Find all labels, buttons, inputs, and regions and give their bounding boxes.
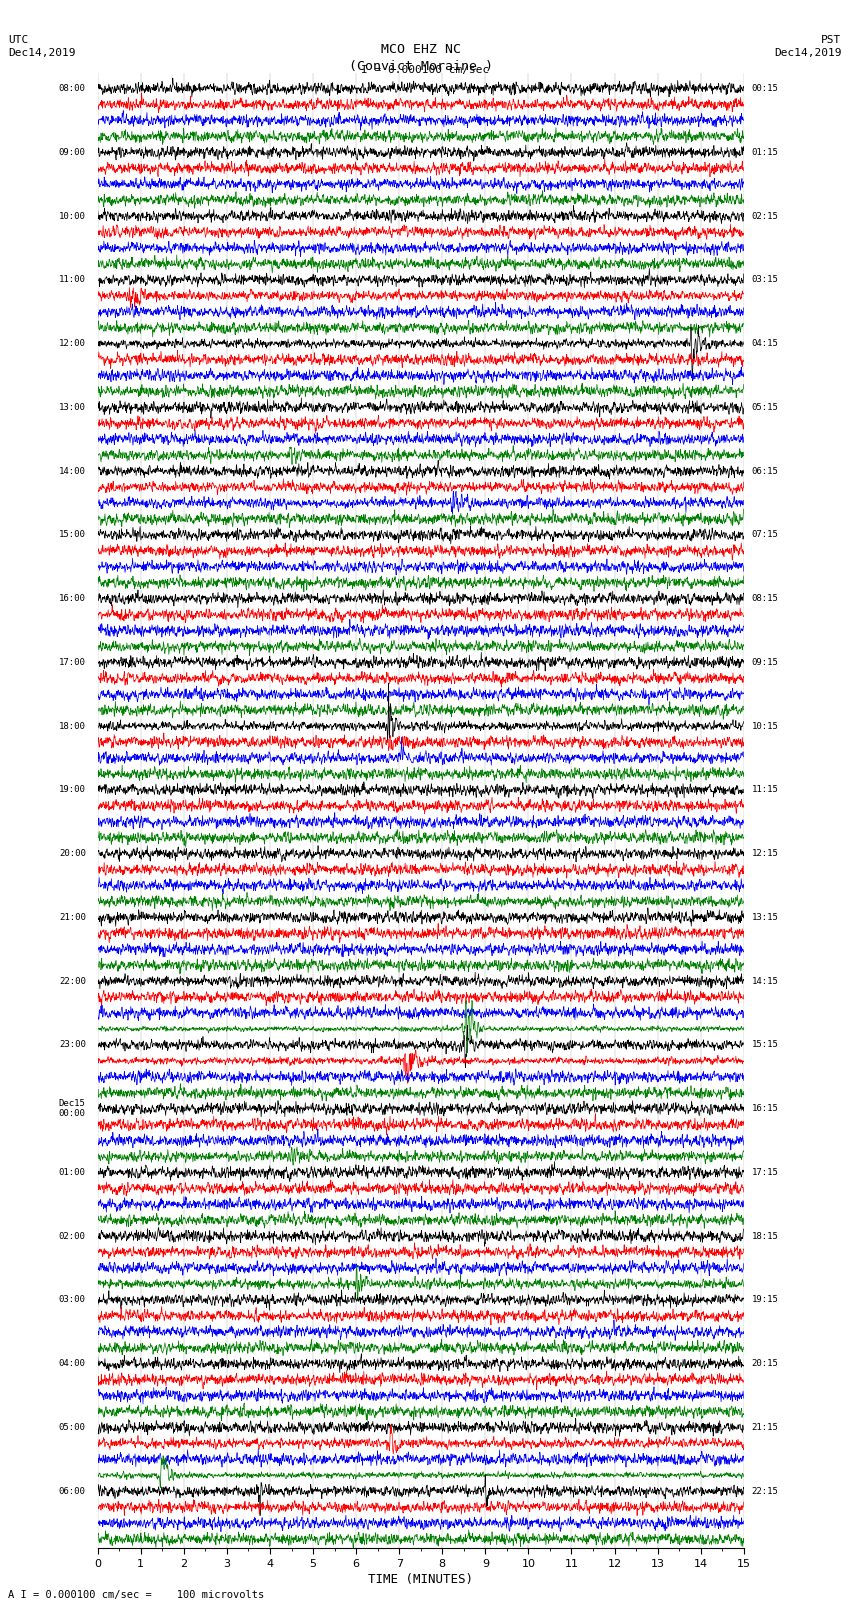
Text: 02:00: 02:00 bbox=[59, 1232, 86, 1240]
Text: 10:15: 10:15 bbox=[751, 721, 779, 731]
Text: 10:00: 10:00 bbox=[59, 211, 86, 221]
Text: 22:00: 22:00 bbox=[59, 976, 86, 986]
Text: 07:15: 07:15 bbox=[751, 531, 779, 539]
Text: 19:15: 19:15 bbox=[751, 1295, 779, 1305]
Text: 13:00: 13:00 bbox=[59, 403, 86, 411]
X-axis label: TIME (MINUTES): TIME (MINUTES) bbox=[368, 1573, 473, 1586]
Text: 21:00: 21:00 bbox=[59, 913, 86, 921]
Text: 13:15: 13:15 bbox=[751, 913, 779, 921]
Text: 18:00: 18:00 bbox=[59, 721, 86, 731]
Text: 23:00: 23:00 bbox=[59, 1040, 86, 1050]
Text: 14:15: 14:15 bbox=[751, 976, 779, 986]
Text: 17:00: 17:00 bbox=[59, 658, 86, 666]
Text: 22:15: 22:15 bbox=[751, 1487, 779, 1495]
Text: 04:15: 04:15 bbox=[751, 339, 779, 348]
Text: 06:00: 06:00 bbox=[59, 1487, 86, 1495]
Text: 02:15: 02:15 bbox=[751, 211, 779, 221]
Text: 19:00: 19:00 bbox=[59, 786, 86, 794]
Title: MCO EHZ NC
(Convict Moraine ): MCO EHZ NC (Convict Moraine ) bbox=[348, 42, 493, 73]
Text: 17:15: 17:15 bbox=[751, 1168, 779, 1177]
Text: 15:15: 15:15 bbox=[751, 1040, 779, 1050]
Text: 20:15: 20:15 bbox=[751, 1360, 779, 1368]
Text: UTC: UTC bbox=[8, 35, 29, 45]
Text: Dec14,2019: Dec14,2019 bbox=[774, 48, 842, 58]
Text: 12:15: 12:15 bbox=[751, 848, 779, 858]
Text: Dec15
00:00: Dec15 00:00 bbox=[59, 1098, 86, 1118]
Text: 03:00: 03:00 bbox=[59, 1295, 86, 1305]
Text: 09:00: 09:00 bbox=[59, 148, 86, 156]
Text: 01:00: 01:00 bbox=[59, 1168, 86, 1177]
Text: 20:00: 20:00 bbox=[59, 848, 86, 858]
Text: 08:00: 08:00 bbox=[59, 84, 86, 94]
Text: 09:15: 09:15 bbox=[751, 658, 779, 666]
Text: 16:00: 16:00 bbox=[59, 594, 86, 603]
Text: 15:00: 15:00 bbox=[59, 531, 86, 539]
Text: 03:15: 03:15 bbox=[751, 276, 779, 284]
Text: 04:00: 04:00 bbox=[59, 1360, 86, 1368]
Text: 05:15: 05:15 bbox=[751, 403, 779, 411]
Text: 16:15: 16:15 bbox=[751, 1103, 779, 1113]
Text: Dec14,2019: Dec14,2019 bbox=[8, 48, 76, 58]
Text: 01:15: 01:15 bbox=[751, 148, 779, 156]
Text: A I = 0.000100 cm/sec =    100 microvolts: A I = 0.000100 cm/sec = 100 microvolts bbox=[8, 1590, 264, 1600]
Text: 06:15: 06:15 bbox=[751, 466, 779, 476]
Text: 18:15: 18:15 bbox=[751, 1232, 779, 1240]
Text: 12:00: 12:00 bbox=[59, 339, 86, 348]
Text: 21:15: 21:15 bbox=[751, 1423, 779, 1432]
Text: 11:00: 11:00 bbox=[59, 276, 86, 284]
Text: I = 0.000100 cm/sec: I = 0.000100 cm/sec bbox=[361, 65, 489, 74]
Text: 05:00: 05:00 bbox=[59, 1423, 86, 1432]
Text: 11:15: 11:15 bbox=[751, 786, 779, 794]
Text: 08:15: 08:15 bbox=[751, 594, 779, 603]
Text: PST: PST bbox=[821, 35, 842, 45]
Text: 14:00: 14:00 bbox=[59, 466, 86, 476]
Text: 00:15: 00:15 bbox=[751, 84, 779, 94]
